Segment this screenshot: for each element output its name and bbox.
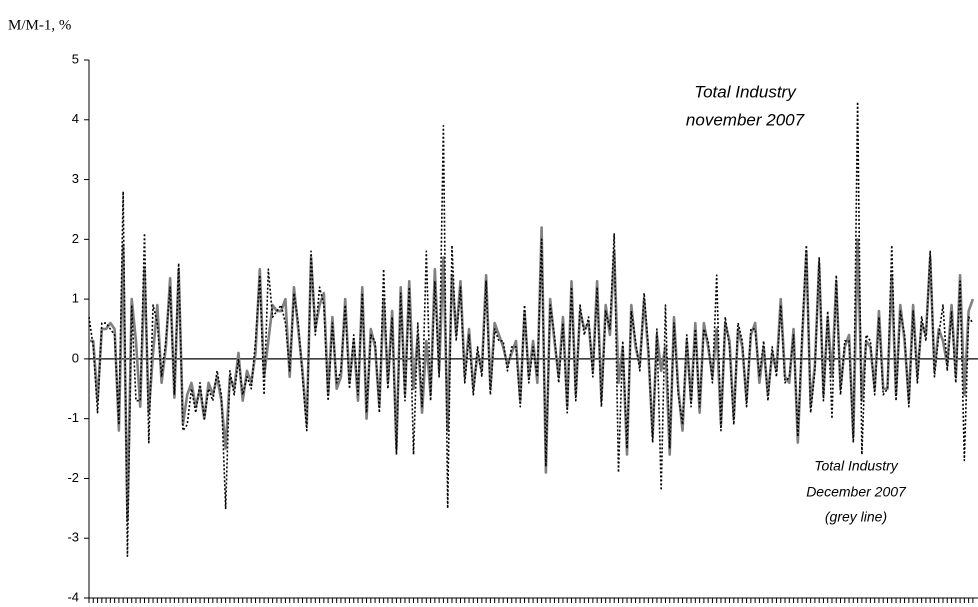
y-tick-label: 5 — [72, 51, 79, 66]
y-tick-label: -2 — [67, 470, 79, 485]
annotation: December 2007 — [806, 484, 907, 500]
annotation: november 2007 — [686, 110, 805, 129]
annotation: Total Industry — [814, 458, 899, 474]
y-tick-label: 0 — [72, 350, 79, 365]
y-tick-label: -3 — [67, 530, 79, 545]
annotation: (grey line) — [825, 509, 887, 525]
y-tick-label: 1 — [72, 291, 79, 306]
plot-area — [88, 101, 978, 557]
chart-title: M/M-1, % — [8, 17, 71, 33]
y-tick-label: 4 — [72, 111, 79, 126]
annotation: Total Industry — [694, 82, 797, 101]
y-tick-label: -4 — [67, 589, 79, 604]
y-tick-label: -1 — [67, 410, 79, 425]
y-tick-label: 2 — [72, 231, 79, 246]
y-tick-label: 3 — [72, 171, 79, 186]
